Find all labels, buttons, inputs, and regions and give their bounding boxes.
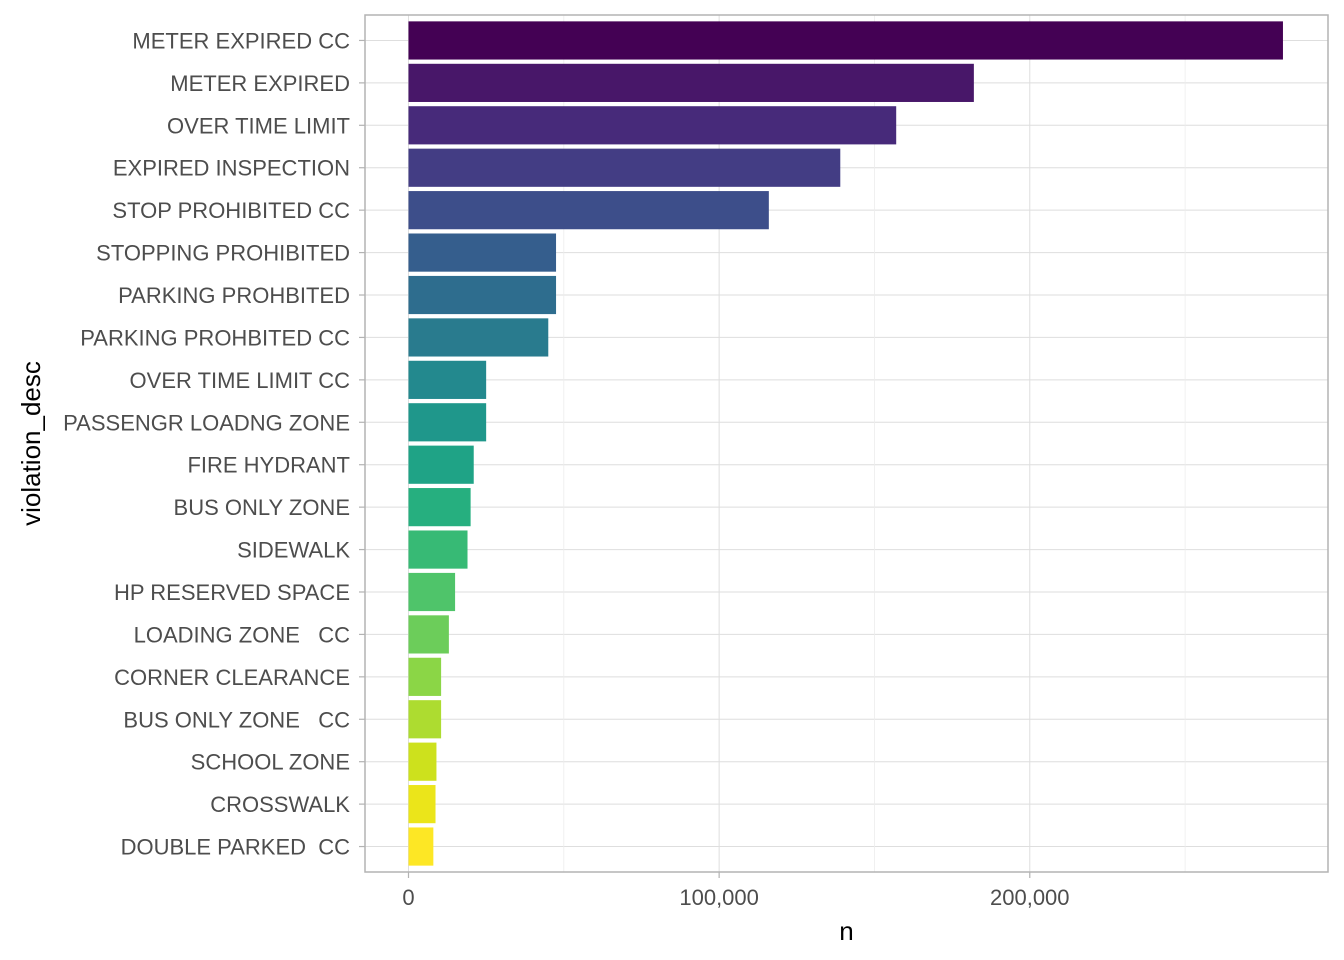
y-tick-label: STOPPING PROHIBITED: [96, 241, 350, 266]
bar: [408, 700, 442, 739]
y-tick-label: METER EXPIRED: [170, 71, 350, 96]
bar: [408, 742, 437, 781]
x-axis-ticks: [407, 872, 1031, 878]
y-axis-tick-labels: METER EXPIRED CC METER EXPIRED OVER TIME L…: [63, 28, 350, 859]
y-tick-label: EXPIRED INSPECTION: [113, 156, 350, 181]
y-axis-title: violation_desc: [16, 361, 46, 526]
bar: [408, 233, 557, 272]
y-tick-label: CORNER CLEARANCE: [114, 665, 350, 690]
y-tick-label: STOP PROHIBITED CC: [112, 198, 350, 223]
y-tick-label: BUS ONLY ZONE: [174, 495, 350, 520]
y-tick-label: PARKING PROHBITED CC: [80, 325, 350, 350]
bar: [408, 318, 549, 357]
bar: [408, 827, 434, 866]
bar: [408, 148, 841, 187]
y-tick-label: CROSSWALK: [210, 792, 350, 817]
y-tick-label: OVER TIME LIMIT CC: [130, 368, 351, 393]
y-tick-label: METER EXPIRED CC: [132, 28, 350, 53]
panel-border: [364, 14, 1329, 873]
y-tick-label: SIDEWALK: [237, 538, 350, 563]
x-tick-label: 0: [402, 885, 414, 910]
bar: [408, 360, 487, 399]
bar: [408, 403, 487, 442]
y-tick-label: PARKING PROHBITED: [118, 283, 350, 308]
bar: [408, 785, 436, 824]
y-axis-ticks: [359, 39, 365, 848]
y-tick-label: PASSENGR LOADNG ZONE: [63, 410, 350, 435]
bar: [408, 615, 449, 654]
y-tick-label: OVER TIME LIMIT: [167, 113, 350, 138]
bar: [408, 21, 1283, 60]
y-tick-label: DOUBLE PARKED CC: [121, 835, 351, 860]
bar: [408, 275, 557, 315]
bar: [408, 63, 974, 102]
bar: [408, 657, 442, 696]
y-tick-label: FIRE HYDRANT: [187, 453, 350, 478]
bar: [408, 191, 769, 230]
y-tick-label: LOADING ZONE CC: [134, 622, 350, 647]
bar: [408, 530, 468, 569]
x-axis-tick-labels: 0 100,000 200,000: [402, 885, 1069, 910]
bar: [408, 488, 471, 527]
y-tick-label: HP RESERVED SPACE: [114, 580, 350, 605]
x-tick-label: 200,000: [990, 885, 1070, 910]
bar: [408, 445, 474, 484]
bar: [408, 572, 456, 612]
y-tick-label: SCHOOL ZONE: [191, 750, 350, 775]
bars: [408, 21, 1283, 866]
x-tick-label: 100,000: [679, 885, 759, 910]
bar: [408, 106, 897, 145]
y-tick-label: BUS ONLY ZONE CC: [123, 707, 350, 732]
x-axis-title: n: [839, 916, 853, 946]
